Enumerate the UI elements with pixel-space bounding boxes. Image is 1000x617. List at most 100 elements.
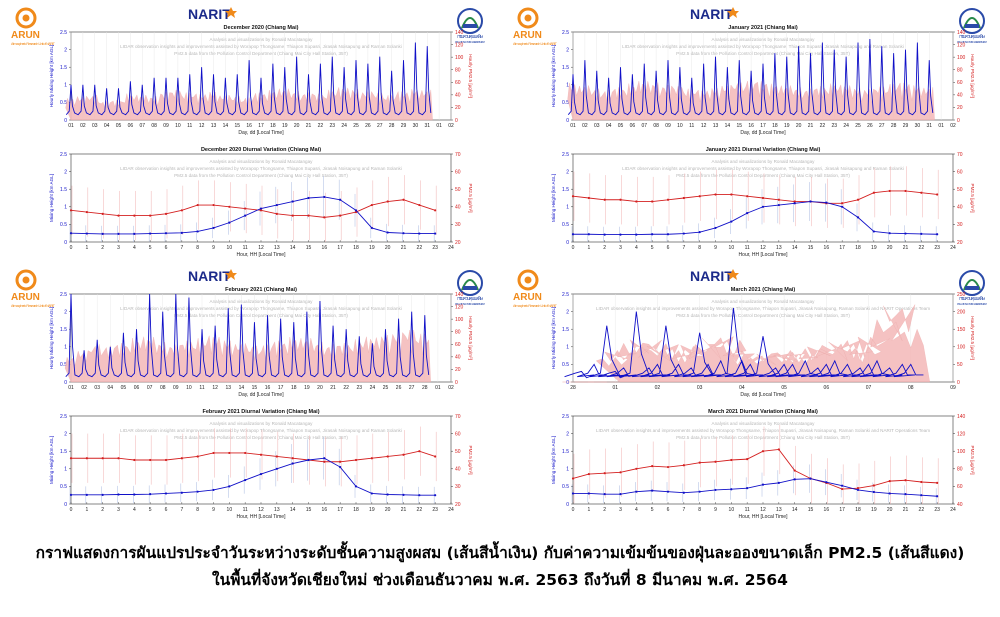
pm25-point [149,214,152,217]
watermark-text: Analysis and visualizations by Ronald Ma… [210,37,314,42]
x-tick-label: 18 [855,245,861,251]
pm25-point [714,460,717,463]
x-tick-label: 24 [370,385,376,391]
mixing-height-point [856,216,860,219]
arun-subtitle-text: Atmospheric Research Unit of NARIT [11,42,56,46]
y-tick-label: 0.5 [562,100,569,106]
pcd-base-icon [463,286,477,290]
x-tick-label: 11 [199,385,204,391]
pcd-emblem-icon [959,270,985,296]
mixing-height-point [698,231,701,234]
watermark-text: LIDAR observation insights and improveme… [596,306,930,311]
mixing-height-series [573,478,938,497]
y2-tick-label: 60 [455,169,461,175]
y-tick-label: 0 [64,380,67,386]
x-tick-label: 0 [70,507,73,513]
watermark-text: LIDAR observation insights and improveme… [596,428,930,433]
mixing-height-point [291,462,294,465]
mixing-height-series [70,196,436,235]
x-tick-label: 23 [831,123,837,129]
x-tick-label: 14 [223,123,229,129]
y-tick-label: 2 [566,47,569,53]
pm25-point [434,209,437,212]
mixing-height-point [793,478,796,481]
pm25-point [635,200,638,203]
y-tick-label: 0.5 [60,100,67,106]
x-tick-label: 04 [739,385,745,391]
x-tick-label: 28 [389,123,395,129]
x-tick-label: 23 [356,385,362,391]
hourly-chart: February 2021 (Chiang Mai) Analysis and v… [49,287,473,398]
x-tick-label: 19 [871,507,877,513]
x-tick-label: 26 [365,123,371,129]
x-tick-label: 17 [760,123,766,129]
pcd-logo-text: กรมควบคุมมลพิษ [959,34,985,40]
pm25-point [730,193,733,196]
mixing-height-series [564,308,924,379]
arun-sun-icon [15,269,37,291]
y-tick-label: 1 [566,467,569,473]
pm25-point [761,450,765,453]
mixing-height-point [619,493,622,496]
x-tick-label: 12 [258,507,264,513]
pm25-point [101,212,104,215]
y-tick-label: 0 [566,118,569,124]
narit-logo-text: NARIT [690,268,733,284]
y2-tick-label: 50 [455,449,461,455]
y-tick-label: 1 [566,345,569,351]
x-tick-label: 15 [234,123,240,129]
y-tick-label: 2.5 [562,292,569,298]
mixing-height-point [323,195,326,199]
x-tick-label: 12 [212,385,218,391]
arun-sun-icon [517,269,539,291]
pm25-point [872,191,875,194]
x-tick-label: 13 [776,507,782,513]
x-tick-label: 29 [903,123,909,129]
watermark-text: LIDAR observation insights and improveme… [622,166,904,171]
pm25-point [872,484,875,487]
pm25-point [587,196,590,200]
mixing-height-point [730,488,733,491]
plot-area [572,415,954,505]
y2-axis-label: PM2.5 [µg/m³] [970,184,975,213]
x-tick-label: 31 [424,123,430,129]
pm25-point [856,487,860,490]
x-tick-label: 04 [606,123,612,129]
pcd-logo-text: กรมควบคุมมลพิษ [457,34,483,40]
x-tick-label: 3 [117,245,120,251]
x-tick-label: 16 [824,507,830,513]
y-tick-label: 0 [566,240,569,246]
arun-sun-icon [15,7,37,29]
mixing-height-point [746,487,749,490]
pm25-point [936,481,939,484]
x-tick-label: 13 [225,385,231,391]
x-tick-label: 11 [243,507,248,513]
x-tick-label: 01 [938,123,944,129]
x-tick-label: 11 [745,507,750,513]
y2-tick-label: 60 [455,342,461,348]
x-tick-label: 22 [318,123,324,129]
x-tick-label: 11 [689,123,694,129]
pm25-point [85,457,88,460]
pm25-point [856,198,860,201]
x-tick-label: 03 [92,123,98,129]
x-tick-label: 11 [745,245,750,251]
mixing-height-point [228,485,231,488]
x-tick-label: 06 [824,385,830,391]
mixing-height-point [872,230,875,233]
mixing-height-point [402,493,405,496]
y-axis-label: Mixing Height [km AGL] [551,436,556,484]
y-tick-label: 0.5 [562,222,569,228]
pm25-point [402,198,405,201]
x-tick-label: 02 [448,123,454,129]
x-tick-label: 07 [147,385,153,391]
x-tick-label: 05 [121,385,127,391]
x-tick-label: 7 [682,507,685,513]
pm25-point [117,457,120,460]
mixing-height-point [212,226,215,230]
x-tick-label: 03 [594,123,600,129]
mixing-height-point [651,489,654,492]
x-tick-label: 16 [748,123,754,129]
arun-sun-core-icon [22,276,30,284]
